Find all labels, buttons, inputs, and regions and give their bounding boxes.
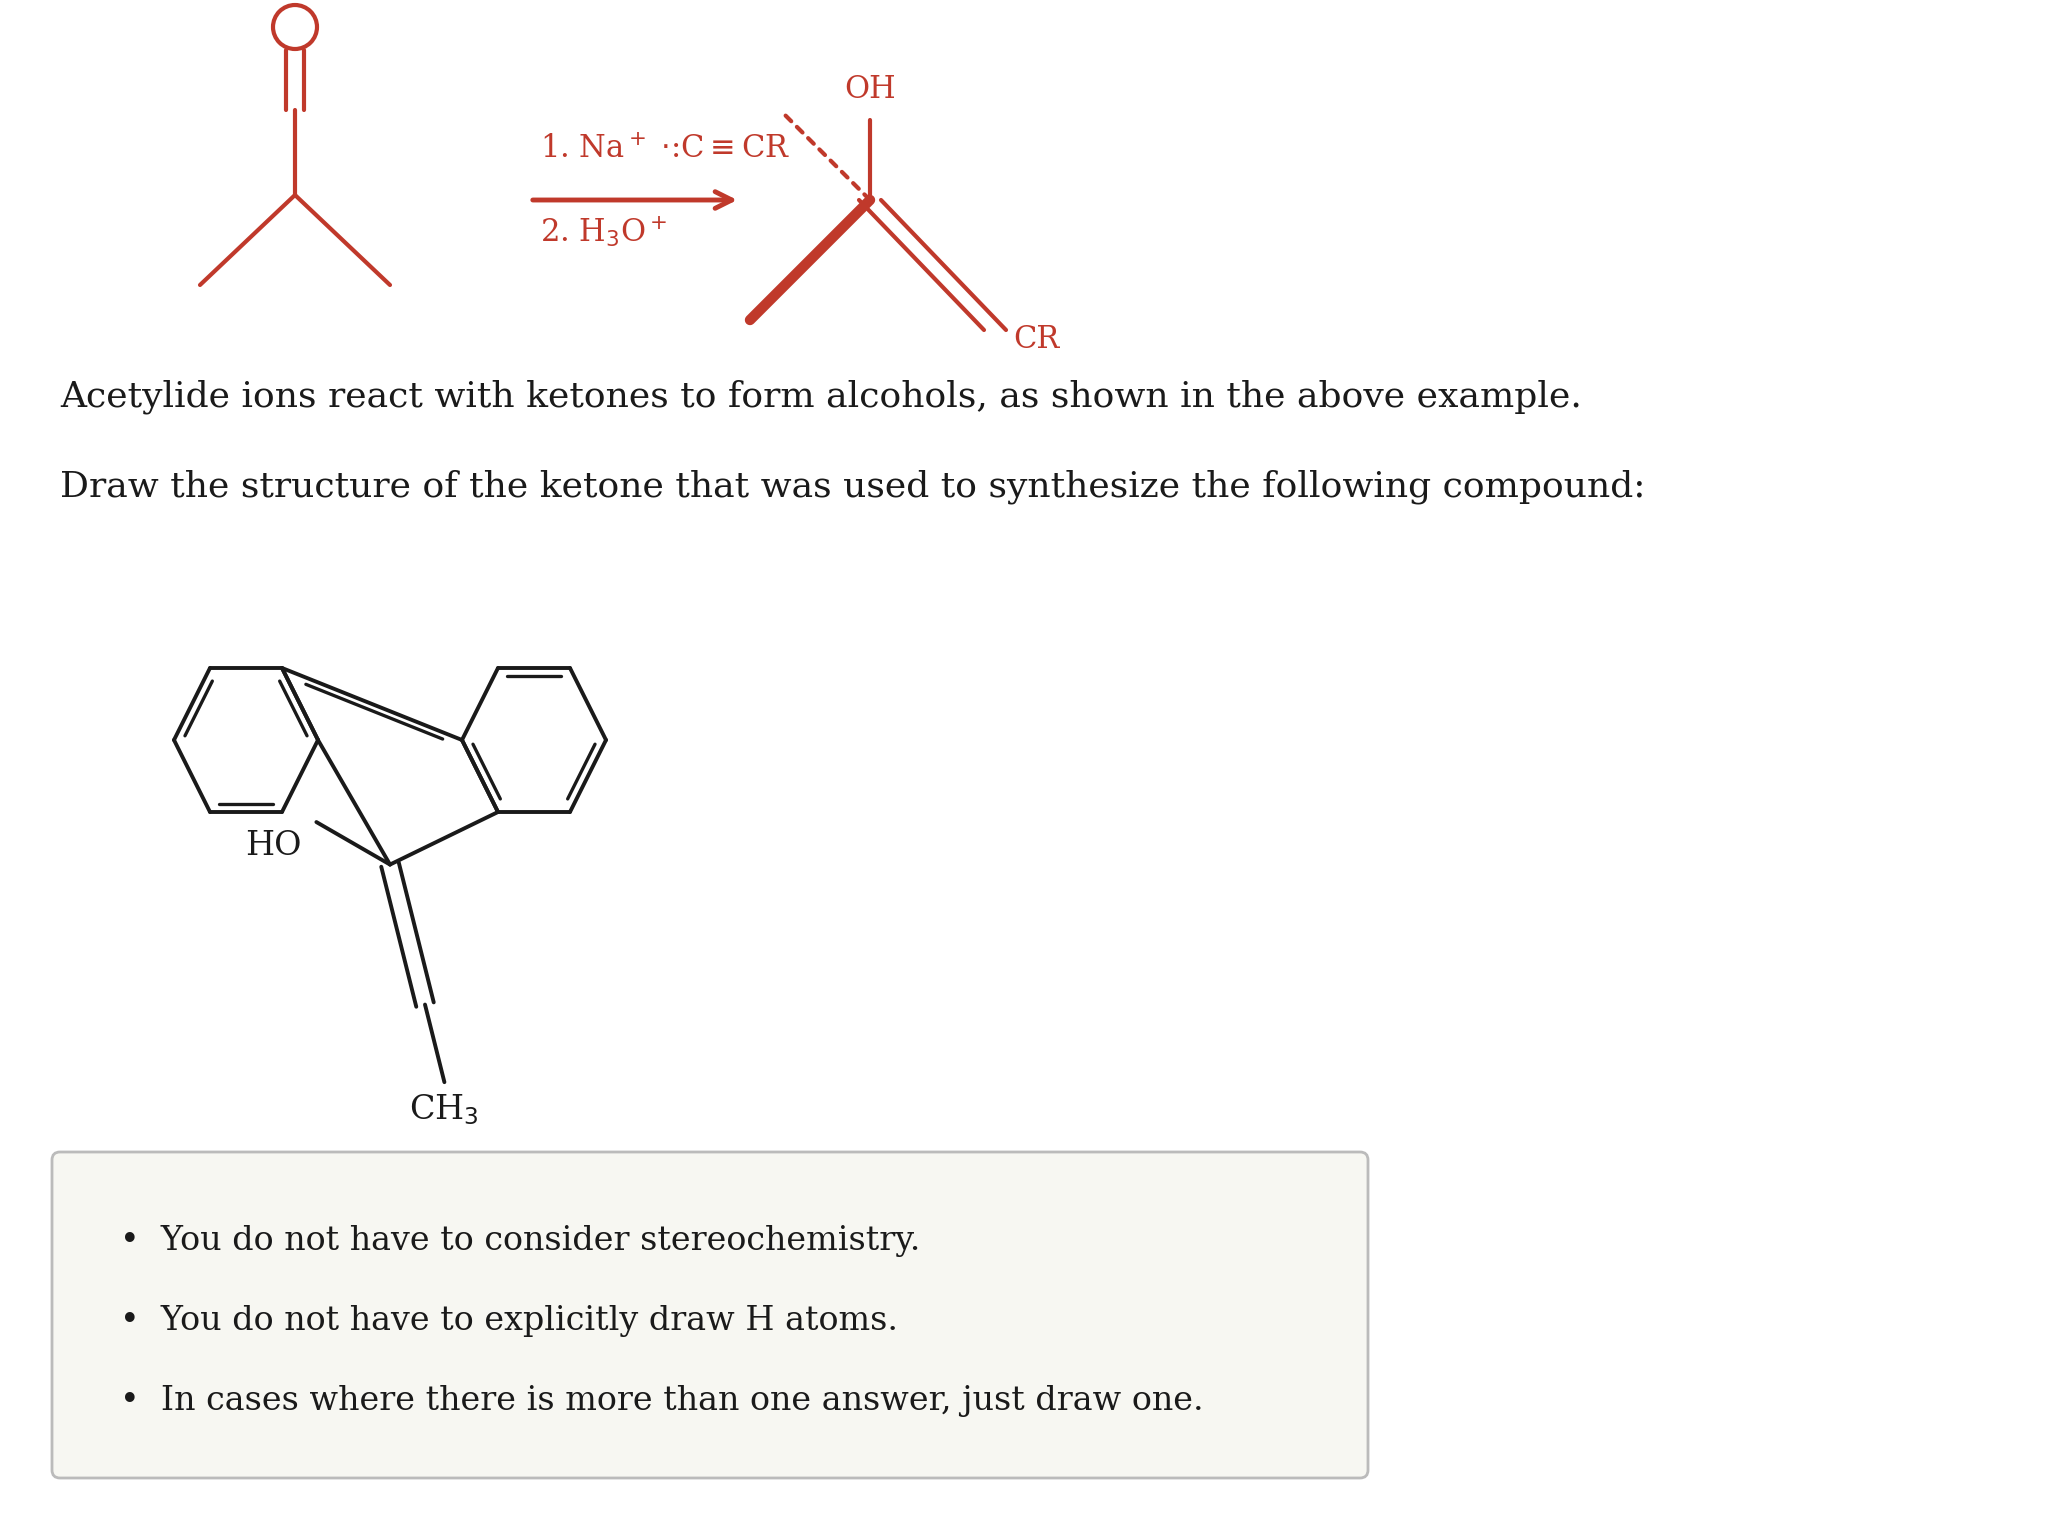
Text: OH: OH	[845, 74, 896, 104]
Text: 1. Na$^+$ $\cdot$:C$\equiv$CR: 1. Na$^+$ $\cdot$:C$\equiv$CR	[540, 134, 790, 164]
Text: •  In cases where there is more than one answer, just draw one.: • In cases where there is more than one …	[121, 1385, 1203, 1417]
Text: HO: HO	[246, 830, 301, 863]
Text: CH$_3$: CH$_3$	[409, 1093, 479, 1127]
Text: Acetylide ions react with ketones to form alcohols, as shown in the above exampl: Acetylide ions react with ketones to for…	[59, 381, 1582, 414]
Text: •  You do not have to explicitly draw H atoms.: • You do not have to explicitly draw H a…	[121, 1305, 898, 1337]
Text: Draw the structure of the ketone that was used to synthesize the following compo: Draw the structure of the ketone that wa…	[59, 470, 1645, 505]
Text: •  You do not have to consider stereochemistry.: • You do not have to consider stereochem…	[121, 1225, 921, 1257]
Text: 2. H$_3$O$^+$: 2. H$_3$O$^+$	[540, 215, 667, 249]
Text: CR: CR	[1013, 324, 1060, 356]
FancyBboxPatch shape	[51, 1151, 1369, 1478]
